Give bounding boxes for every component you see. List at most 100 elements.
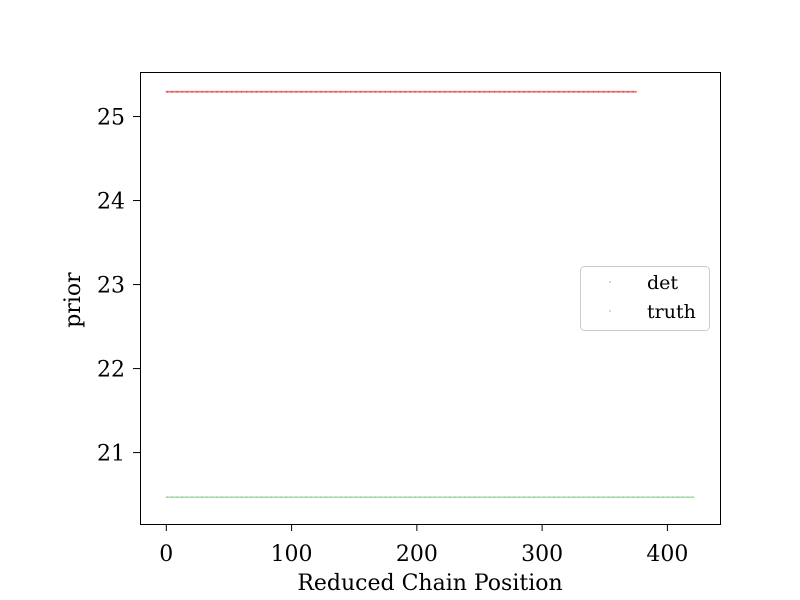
data-point bbox=[690, 496, 692, 498]
data-point bbox=[480, 496, 482, 498]
data-point bbox=[448, 91, 450, 93]
data-point bbox=[234, 496, 236, 498]
data-point bbox=[283, 90, 285, 92]
data-point bbox=[415, 496, 417, 498]
data-point bbox=[194, 496, 196, 498]
data-point bbox=[442, 496, 444, 498]
data-point bbox=[480, 90, 482, 92]
data-point bbox=[213, 90, 215, 92]
data-point bbox=[453, 496, 455, 498]
data-point bbox=[471, 91, 473, 93]
data-point bbox=[502, 496, 504, 498]
data-point bbox=[554, 496, 556, 498]
data-point bbox=[242, 90, 244, 92]
data-point bbox=[609, 90, 611, 92]
data-point bbox=[501, 496, 503, 498]
data-point bbox=[491, 90, 493, 92]
data-point bbox=[613, 90, 614, 92]
data-point bbox=[405, 90, 407, 92]
data-point bbox=[386, 496, 388, 498]
data-point bbox=[360, 90, 361, 92]
data-point bbox=[465, 91, 467, 93]
data-point bbox=[309, 91, 311, 93]
data-point bbox=[402, 90, 404, 92]
data-point bbox=[626, 91, 628, 93]
data-point bbox=[353, 90, 355, 92]
data-point bbox=[184, 91, 186, 93]
data-point bbox=[303, 90, 305, 92]
data-point bbox=[370, 90, 371, 92]
data-point bbox=[165, 496, 167, 498]
data-point bbox=[405, 496, 407, 498]
data-point bbox=[504, 496, 505, 498]
y-tick-label: 23 bbox=[97, 274, 125, 299]
data-point bbox=[306, 496, 308, 498]
data-point bbox=[168, 496, 170, 498]
data-point bbox=[353, 496, 355, 498]
data-point bbox=[169, 90, 171, 92]
data-point bbox=[505, 90, 507, 92]
data-point bbox=[606, 90, 608, 92]
data-point bbox=[365, 496, 366, 498]
data-point bbox=[343, 91, 345, 93]
data-point bbox=[406, 90, 408, 92]
data-point bbox=[551, 90, 553, 92]
data-point bbox=[188, 90, 190, 92]
data-point bbox=[337, 91, 339, 93]
data-point bbox=[613, 496, 614, 498]
data-point bbox=[279, 91, 281, 93]
data-point bbox=[426, 90, 428, 92]
data-point bbox=[365, 90, 366, 92]
data-point bbox=[321, 91, 323, 93]
data-point bbox=[557, 90, 559, 92]
data-point bbox=[254, 90, 256, 92]
data-point bbox=[326, 90, 328, 92]
data-point bbox=[490, 496, 492, 498]
data-point bbox=[167, 91, 169, 93]
data-point bbox=[448, 90, 450, 92]
data-point bbox=[172, 91, 174, 93]
data-point bbox=[542, 90, 544, 92]
data-point bbox=[289, 91, 291, 93]
data-point bbox=[347, 90, 349, 92]
data-point bbox=[323, 90, 325, 92]
data-point bbox=[323, 91, 325, 93]
data-point bbox=[585, 91, 587, 93]
data-point bbox=[185, 91, 187, 93]
data-point bbox=[552, 90, 554, 92]
data-point bbox=[422, 90, 424, 92]
data-point bbox=[510, 496, 512, 498]
data-point bbox=[192, 91, 194, 93]
data-point bbox=[350, 91, 351, 93]
data-point bbox=[624, 91, 626, 93]
data-point bbox=[271, 90, 272, 92]
data-point bbox=[190, 90, 192, 92]
data-point bbox=[383, 496, 385, 498]
data-point bbox=[331, 91, 333, 93]
data-point bbox=[593, 90, 594, 92]
data-point bbox=[619, 91, 621, 93]
data-point bbox=[229, 90, 231, 92]
data-point bbox=[691, 496, 693, 498]
data-point bbox=[238, 91, 240, 93]
data-point bbox=[338, 90, 340, 92]
data-point bbox=[392, 91, 394, 93]
data-point bbox=[620, 90, 622, 92]
data-point bbox=[457, 496, 459, 498]
data-point bbox=[198, 91, 200, 93]
data-point bbox=[302, 90, 304, 92]
data-point bbox=[311, 496, 313, 498]
data-point bbox=[227, 496, 229, 498]
data-point bbox=[497, 91, 499, 93]
data-point bbox=[541, 90, 543, 92]
data-point bbox=[629, 90, 631, 92]
data-point bbox=[333, 496, 335, 498]
data-point bbox=[477, 496, 479, 498]
data-point bbox=[361, 91, 363, 93]
data-point bbox=[237, 496, 239, 498]
data-point bbox=[569, 90, 571, 92]
data-point bbox=[219, 91, 221, 93]
data-point bbox=[438, 90, 440, 92]
data-point bbox=[628, 496, 629, 498]
data-point bbox=[406, 496, 408, 498]
